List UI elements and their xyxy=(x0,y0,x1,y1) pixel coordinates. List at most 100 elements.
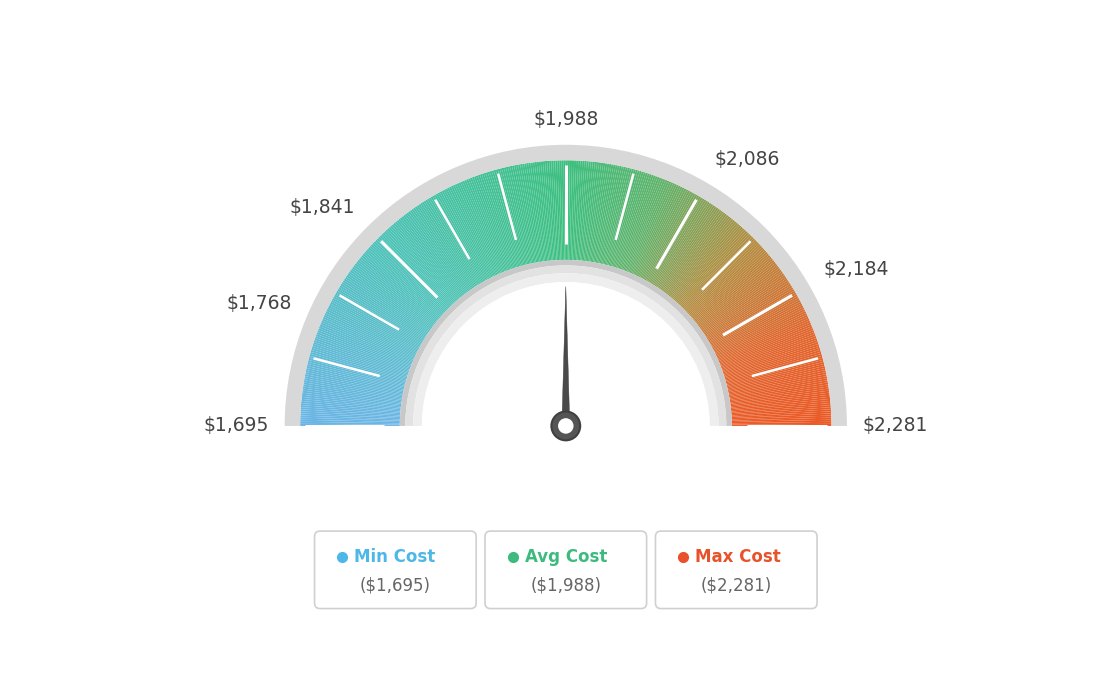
Wedge shape xyxy=(730,386,829,402)
Wedge shape xyxy=(478,175,512,269)
Wedge shape xyxy=(420,203,476,287)
Wedge shape xyxy=(686,243,760,313)
Wedge shape xyxy=(609,170,638,266)
Wedge shape xyxy=(463,181,502,273)
Wedge shape xyxy=(425,199,479,285)
Wedge shape xyxy=(431,196,482,283)
Wedge shape xyxy=(711,298,799,347)
Wedge shape xyxy=(300,407,400,415)
Wedge shape xyxy=(527,163,542,262)
Wedge shape xyxy=(728,366,825,390)
Wedge shape xyxy=(574,161,581,260)
Wedge shape xyxy=(569,160,572,260)
Wedge shape xyxy=(701,271,783,331)
Wedge shape xyxy=(302,388,402,404)
Wedge shape xyxy=(631,182,673,274)
Wedge shape xyxy=(586,162,602,262)
Wedge shape xyxy=(693,255,771,320)
Wedge shape xyxy=(388,228,455,303)
Wedge shape xyxy=(708,289,795,342)
Wedge shape xyxy=(721,332,815,368)
Wedge shape xyxy=(530,162,545,262)
Wedge shape xyxy=(315,336,410,371)
Wedge shape xyxy=(646,193,696,281)
Wedge shape xyxy=(488,171,518,267)
Wedge shape xyxy=(360,257,438,321)
Wedge shape xyxy=(405,213,466,294)
Wedge shape xyxy=(645,192,693,280)
Wedge shape xyxy=(385,230,454,304)
Wedge shape xyxy=(400,260,732,426)
Wedge shape xyxy=(716,315,808,357)
Wedge shape xyxy=(630,181,671,273)
FancyBboxPatch shape xyxy=(315,531,476,609)
Wedge shape xyxy=(413,273,719,426)
Wedge shape xyxy=(348,273,429,331)
Wedge shape xyxy=(327,309,416,354)
Wedge shape xyxy=(436,193,486,281)
Wedge shape xyxy=(699,266,779,327)
Wedge shape xyxy=(364,252,440,318)
Wedge shape xyxy=(732,422,831,424)
Wedge shape xyxy=(493,170,522,266)
Wedge shape xyxy=(384,231,453,305)
Wedge shape xyxy=(647,194,698,282)
Wedge shape xyxy=(596,165,616,263)
Wedge shape xyxy=(413,208,471,290)
Wedge shape xyxy=(350,270,432,329)
Wedge shape xyxy=(332,298,421,347)
Wedge shape xyxy=(602,167,626,264)
Wedge shape xyxy=(571,160,576,260)
Wedge shape xyxy=(731,399,830,411)
Wedge shape xyxy=(381,234,452,306)
Wedge shape xyxy=(376,238,448,309)
Wedge shape xyxy=(408,211,468,293)
Wedge shape xyxy=(633,183,676,275)
Wedge shape xyxy=(524,164,541,262)
Wedge shape xyxy=(371,244,445,313)
Wedge shape xyxy=(510,166,532,264)
Wedge shape xyxy=(731,393,829,406)
Wedge shape xyxy=(614,171,644,267)
Wedge shape xyxy=(349,271,431,331)
Wedge shape xyxy=(649,196,701,283)
Wedge shape xyxy=(318,328,412,366)
Wedge shape xyxy=(687,244,761,313)
Wedge shape xyxy=(337,289,424,342)
Wedge shape xyxy=(486,172,517,268)
Wedge shape xyxy=(723,342,818,375)
Wedge shape xyxy=(403,215,465,295)
Wedge shape xyxy=(382,233,453,306)
Wedge shape xyxy=(673,224,740,301)
Wedge shape xyxy=(304,378,403,397)
FancyBboxPatch shape xyxy=(485,531,647,609)
Wedge shape xyxy=(667,215,729,295)
Wedge shape xyxy=(724,348,820,378)
Text: Min Cost: Min Cost xyxy=(354,548,436,566)
Wedge shape xyxy=(453,185,497,276)
Wedge shape xyxy=(620,175,656,270)
Wedge shape xyxy=(726,360,824,386)
Wedge shape xyxy=(315,338,410,372)
Wedge shape xyxy=(361,255,438,320)
Wedge shape xyxy=(694,258,773,322)
Wedge shape xyxy=(308,358,405,384)
Wedge shape xyxy=(660,208,719,290)
Wedge shape xyxy=(393,223,459,299)
Wedge shape xyxy=(405,266,726,426)
Wedge shape xyxy=(726,362,824,387)
Wedge shape xyxy=(725,354,822,382)
Wedge shape xyxy=(691,252,767,318)
Wedge shape xyxy=(346,275,429,333)
Wedge shape xyxy=(718,319,809,360)
Wedge shape xyxy=(307,364,404,388)
Wedge shape xyxy=(532,162,546,262)
Wedge shape xyxy=(625,177,661,271)
Wedge shape xyxy=(551,161,558,260)
Wedge shape xyxy=(428,197,481,284)
Wedge shape xyxy=(541,161,552,261)
Wedge shape xyxy=(696,260,774,323)
Wedge shape xyxy=(302,391,401,405)
Wedge shape xyxy=(310,352,406,381)
Wedge shape xyxy=(317,332,411,368)
